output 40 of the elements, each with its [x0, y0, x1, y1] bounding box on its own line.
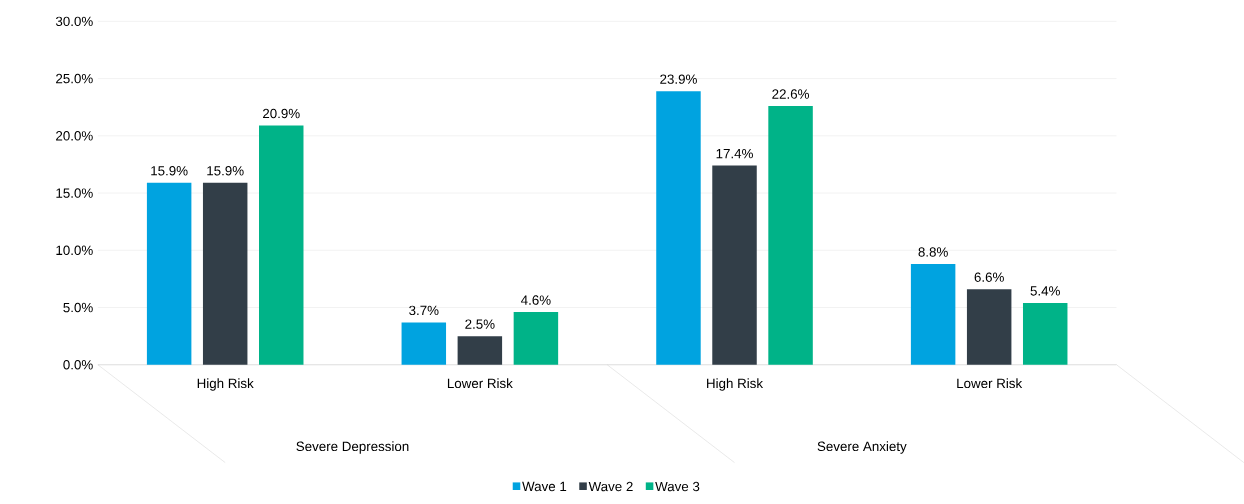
data-label: 5.4% [1030, 286, 1060, 296]
y-tick-label: 10.0% [56, 245, 93, 256]
x-tick-label: High Risk [707, 378, 764, 391]
data-label: 3.7% [409, 305, 439, 316]
y-tick-label: 30.0% [55, 16, 93, 27]
bar [259, 125, 304, 365]
y-tick-label: 0.0% [63, 360, 93, 370]
bar [712, 165, 757, 365]
bar [768, 106, 813, 365]
bar [202, 182, 248, 365]
data-label: 17.4% [716, 149, 753, 159]
data-label: 15.9% [207, 166, 244, 176]
bar [401, 322, 447, 365]
y-tick-label: 5.0% [63, 303, 93, 313]
data-label: 6.6% [974, 272, 1004, 283]
bar [966, 289, 1012, 365]
bar [656, 91, 701, 365]
data-label: 4.6% [521, 295, 551, 306]
data-label: 23.9% [660, 74, 697, 85]
bar [910, 264, 956, 365]
x-tick-label: Lower Risk [957, 378, 1023, 389]
x-tick-label: Lower Risk [447, 378, 513, 389]
legend-label: Wave 2 [588, 482, 633, 492]
data-label: 15.9% [151, 166, 188, 176]
text: Severe Anxiety [817, 441, 907, 454]
x-tick-label: High Risk [197, 378, 254, 391]
data-label: 22.6% [772, 89, 809, 99]
data-label: 20.9% [262, 109, 300, 119]
legend-label: Wave 1 [522, 482, 567, 492]
data-label: 8.8% [918, 247, 948, 257]
y-tick-label: 20.0% [56, 131, 93, 141]
legend-label: Wave 3 [655, 482, 700, 492]
text: Severe Depression [296, 441, 409, 454]
y-tick-label: 15.0% [56, 188, 93, 198]
bar [513, 312, 559, 365]
y-tick-label: 25.0% [56, 74, 93, 84]
data-label: 2.5% [465, 319, 495, 330]
bar [457, 336, 503, 365]
bar [1022, 303, 1068, 365]
bar [146, 182, 192, 365]
